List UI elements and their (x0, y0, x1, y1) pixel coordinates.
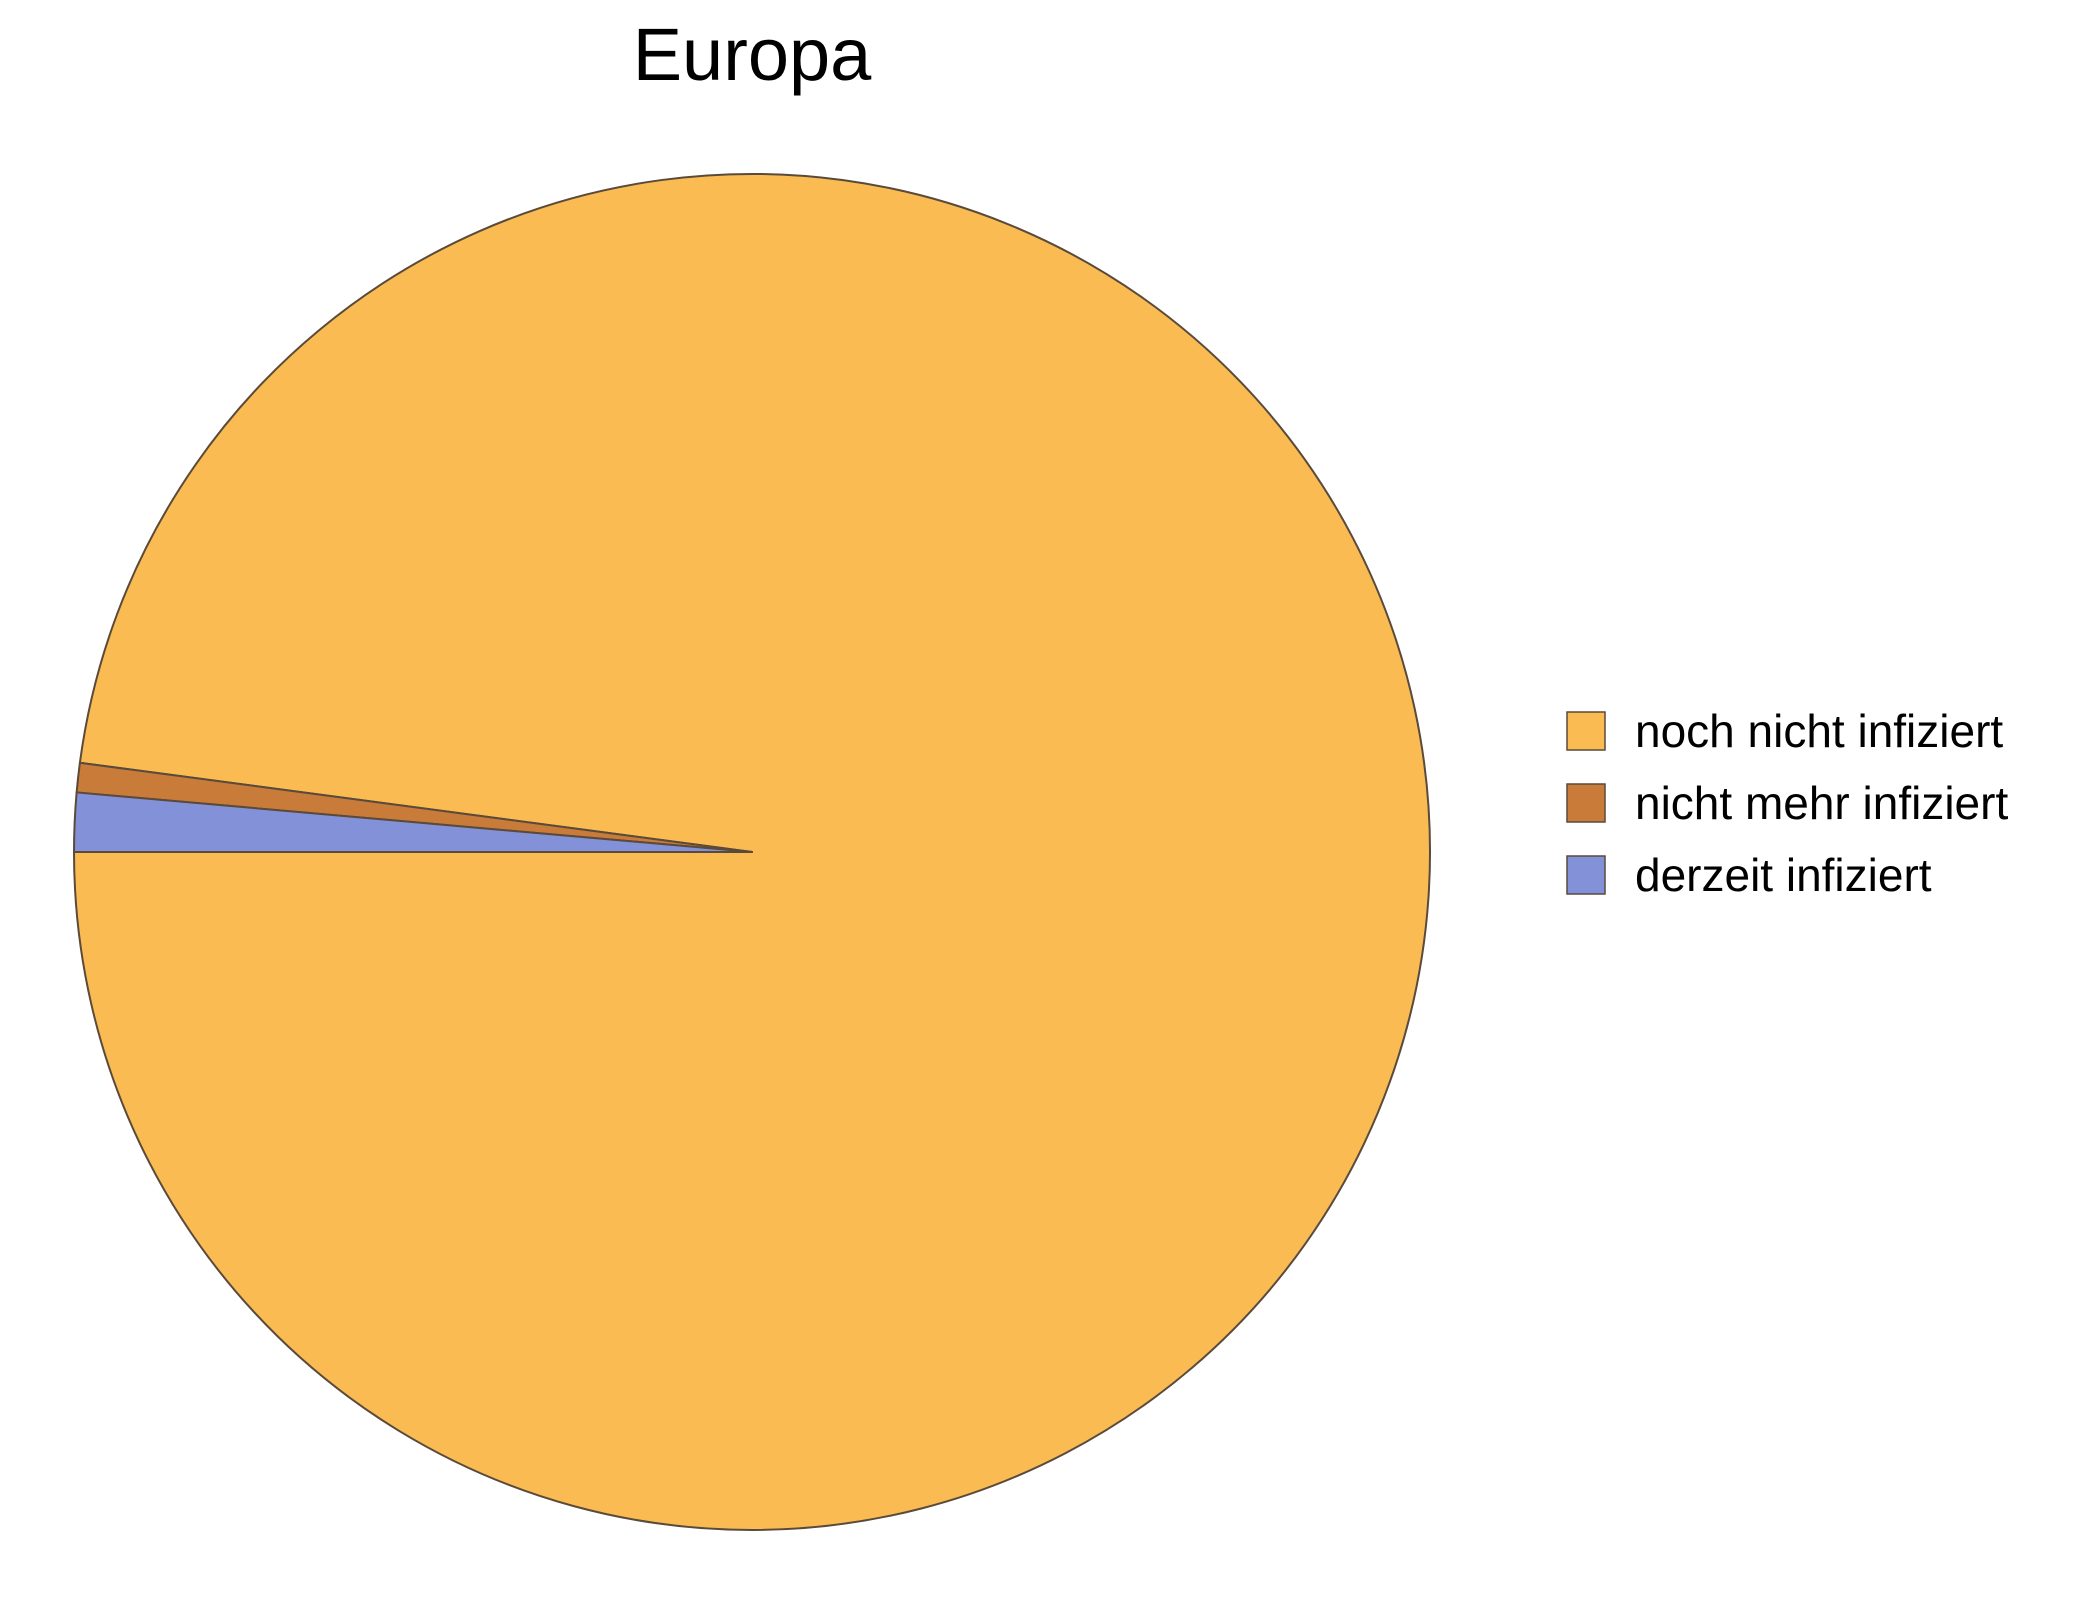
legend-swatch (1566, 783, 1606, 823)
legend-label: noch nicht infiziert (1635, 705, 2003, 757)
legend-label: nicht mehr infiziert (1635, 777, 2008, 829)
legend-swatch (1566, 855, 1606, 895)
pie-slices (73, 172, 1431, 1531)
pie-slice-derzeit-infiziert (73, 791, 753, 853)
legend-item: nicht mehr infiziert (1566, 777, 2008, 829)
legend-swatch (1566, 711, 1606, 751)
legend: noch nicht infiziert nicht mehr infiziert… (1566, 705, 2008, 901)
legend-label: derzeit infiziert (1635, 849, 1932, 901)
legend-item: derzeit infiziert (1566, 849, 1932, 901)
chart-title: Europa (633, 13, 872, 96)
legend-item: noch nicht infiziert (1566, 705, 2003, 757)
